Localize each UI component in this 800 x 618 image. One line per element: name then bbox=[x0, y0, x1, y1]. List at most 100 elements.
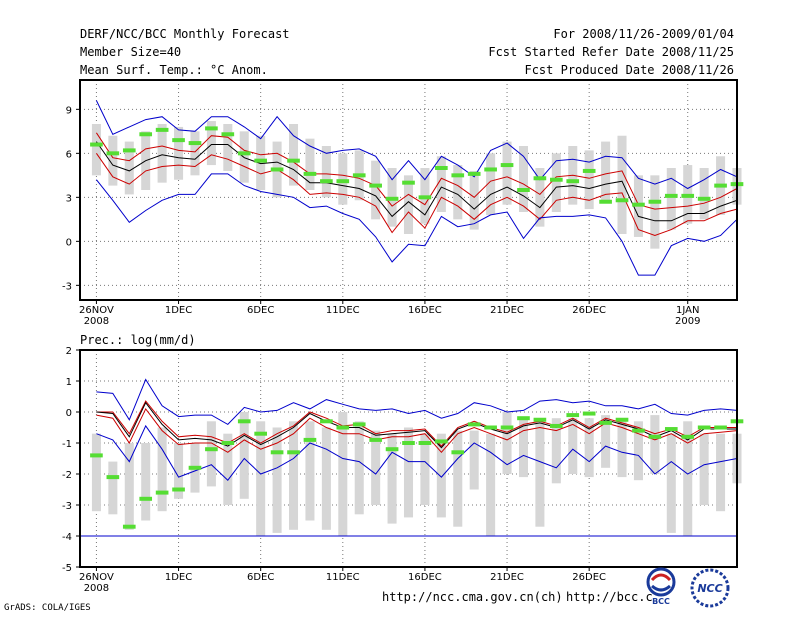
temp-mean-marker bbox=[369, 183, 382, 188]
temp-mean-marker bbox=[188, 141, 202, 146]
temp-mean-marker bbox=[517, 188, 530, 192]
temp-mean-marker bbox=[664, 193, 678, 198]
temp-ensemble-bar bbox=[518, 146, 528, 212]
temp-frame bbox=[79, 79, 738, 301]
temp-mean-marker bbox=[681, 193, 695, 198]
prec-ensemble-bar bbox=[354, 421, 364, 515]
temp-ensemble-bar bbox=[124, 141, 134, 195]
temp-xtick-label: 16DEC bbox=[408, 305, 442, 316]
temp-series-q1 bbox=[95, 153, 738, 237]
temp-mean-marker bbox=[418, 195, 432, 200]
temp-xtick-label: 1JAN bbox=[676, 305, 699, 316]
prec-ensemble-bar bbox=[223, 433, 233, 505]
prec-mean-marker bbox=[336, 425, 350, 430]
temp-xtick-label: 26DEC bbox=[572, 305, 606, 316]
temp-mean-marker bbox=[122, 148, 136, 153]
prec-ensemble-bar bbox=[502, 412, 512, 474]
temp-ensemble-bar bbox=[502, 141, 512, 205]
prec-mean-marker bbox=[155, 490, 169, 495]
prec-ensemble-bar bbox=[633, 421, 643, 481]
prec-mean-marker bbox=[599, 420, 612, 425]
temp-mean-marker bbox=[632, 202, 645, 207]
temp-ensemble-bar bbox=[289, 124, 299, 186]
temp-ensemble-bar bbox=[174, 126, 184, 180]
prec-ensemble-bar bbox=[436, 433, 446, 518]
prec-ensemble-bar bbox=[403, 427, 414, 518]
temp-ensemble-bar bbox=[338, 153, 348, 205]
prec-mean-marker bbox=[648, 434, 662, 439]
temp-mean-marker bbox=[402, 180, 415, 185]
bcc-logo: BCC bbox=[640, 566, 682, 606]
prec-ensemble-bar bbox=[469, 430, 479, 490]
temp-ensemble-bar bbox=[190, 131, 200, 176]
prec-mean-marker bbox=[320, 419, 333, 424]
chart-title: DERF/NCC/BCC Monthly Forecast bbox=[80, 27, 290, 41]
prec-mean-marker bbox=[139, 496, 153, 501]
prec-mean-marker bbox=[303, 437, 317, 442]
prec-mean-marker bbox=[418, 441, 432, 445]
temp-mean-marker bbox=[172, 138, 185, 143]
temp-mean-marker bbox=[648, 199, 662, 204]
prec-ensemble-bar bbox=[256, 421, 266, 536]
prec-ensemble-bar bbox=[305, 421, 315, 521]
temp-ensemble-bar bbox=[371, 160, 381, 220]
prec-ensemble-bar bbox=[666, 433, 676, 533]
temp-mean-marker bbox=[582, 168, 596, 173]
temp-mean-marker bbox=[550, 177, 563, 182]
forecast-produced-date: Fcst Produced Date 2008/11/26 bbox=[524, 63, 734, 77]
prec-mean-marker bbox=[484, 425, 497, 430]
precip-title: Prec.: log(mm/d) bbox=[80, 333, 196, 347]
temp-ytick-label: 3 bbox=[66, 193, 72, 204]
bcc-url[interactable]: http://bcc.c bbox=[566, 590, 653, 604]
prec-series-median bbox=[96, 401, 737, 449]
prec-ensemble-bar bbox=[91, 433, 101, 512]
temp-xtick-label: 11DEC bbox=[326, 305, 360, 316]
temp-mean-marker bbox=[385, 196, 399, 201]
forecast-period: For 2008/11/26-2009/01/04 bbox=[553, 27, 734, 41]
temp-ensemble-bar bbox=[453, 165, 463, 220]
temp-ytick-label: 9 bbox=[66, 105, 72, 116]
prec-series-q3 bbox=[96, 400, 737, 447]
temp-series-max bbox=[95, 100, 738, 190]
temp-ensemble-bar bbox=[436, 156, 446, 212]
temp-xtick-label: 1DEC bbox=[165, 305, 192, 316]
temp-mean-marker bbox=[237, 151, 251, 156]
temp-ensemble-bar bbox=[617, 135, 627, 234]
temp-series-min bbox=[96, 173, 738, 276]
temp-mean-marker bbox=[566, 179, 580, 184]
prec-ytick-label: 2 bbox=[66, 346, 72, 357]
ncc-url[interactable]: http://ncc.cma.gov.cn(ch) bbox=[382, 590, 563, 604]
prec-ensemble-bar bbox=[272, 427, 282, 533]
ncc-logo-icon: NCC bbox=[690, 568, 730, 608]
temp-mean-marker bbox=[599, 199, 612, 204]
variable-label: Mean Surf. Temp.: °C Anom. bbox=[80, 63, 268, 77]
temp-ensemble-bar bbox=[206, 121, 216, 166]
grads-credit: GrADS: COLA/IGES bbox=[4, 603, 91, 613]
temp-mean-marker bbox=[139, 132, 153, 137]
temp-mean-marker bbox=[287, 158, 300, 163]
prec-mean-marker bbox=[237, 419, 251, 424]
prec-ensemble-bar bbox=[420, 433, 430, 505]
prec-ensemble-bar bbox=[518, 418, 528, 478]
temp-mean-marker bbox=[697, 196, 711, 201]
temp-ensemble-bar bbox=[223, 124, 233, 171]
prec-ensemble-bar bbox=[486, 433, 496, 536]
temp-ensemble-bar bbox=[535, 168, 545, 227]
temp-ensemble-bar bbox=[601, 141, 611, 201]
prec-ensemble-bar bbox=[535, 421, 545, 527]
prec-series-q1 bbox=[96, 407, 738, 454]
prec-mean-marker bbox=[90, 453, 103, 458]
prec-xtick-label: 21DEC bbox=[490, 572, 524, 583]
prec-ensemble-bar bbox=[321, 427, 331, 530]
temp-mean-marker bbox=[155, 127, 169, 132]
temp-xtick-label: 26NOV bbox=[79, 305, 114, 316]
prec-ensemble-bar bbox=[371, 430, 381, 505]
prec-mean-marker bbox=[106, 475, 120, 480]
prec-ensemble-bar bbox=[141, 443, 151, 521]
prec-mean-marker bbox=[287, 450, 300, 455]
temp-ytick-label: 0 bbox=[66, 237, 72, 248]
prec-ytick-label: -1 bbox=[62, 439, 72, 450]
temp-ensemble-bar bbox=[486, 153, 496, 215]
temp-ensemble-bar bbox=[650, 175, 660, 249]
temp-ensemble-bar bbox=[666, 168, 676, 230]
